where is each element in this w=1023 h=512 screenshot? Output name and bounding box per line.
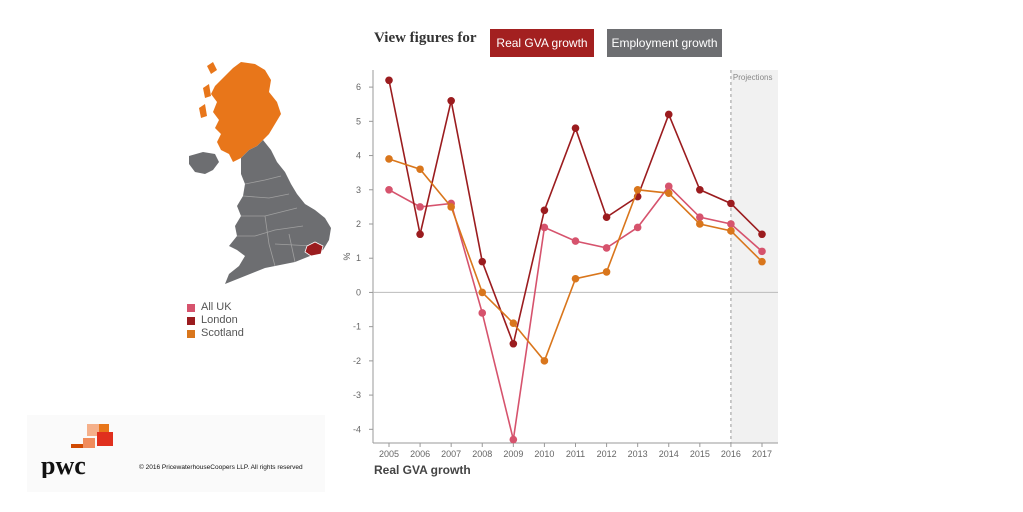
data-point-london (602, 213, 611, 221)
pwc-logo-text: pwc (41, 451, 86, 478)
projection-label: Projections (733, 73, 773, 82)
x-tick-label: 2008 (472, 449, 492, 459)
data-point-scotland (602, 268, 611, 276)
x-tick-label: 2010 (534, 449, 554, 459)
y-tick-label: 0 (356, 287, 361, 297)
data-point-london (447, 96, 455, 105)
map-region-northern-ireland[interactable] (189, 152, 219, 174)
map-region-england-wales[interactable] (225, 140, 331, 284)
pwc-logo: pwc (41, 424, 113, 478)
data-point-all-uk (571, 237, 580, 245)
map-region-borders (237, 175, 314, 267)
y-tick-label: 4 (356, 151, 361, 161)
chart-caption: Real GVA growth (374, 463, 471, 477)
data-point-scotland (509, 319, 518, 328)
y-tick-label: -2 (353, 356, 361, 366)
y-tick-label: 6 (356, 82, 361, 92)
y-tick-label: -1 (353, 322, 361, 332)
data-point-london (727, 199, 735, 208)
data-point-london (664, 110, 673, 119)
tab-employment-growth[interactable]: Employment growth (607, 29, 722, 57)
data-point-all-uk (509, 435, 518, 444)
x-tick-label: 2009 (503, 449, 523, 459)
data-point-all-uk (696, 213, 704, 221)
data-point-all-uk (633, 223, 642, 232)
map-island-3 (199, 104, 207, 118)
data-point-scotland (540, 357, 549, 365)
legend-swatch (187, 303, 195, 312)
footer-panel: pwc © 2016 PricewaterhouseCoopers LLP. A… (27, 415, 325, 492)
data-point-scotland (447, 203, 455, 211)
legend-item-london[interactable]: London (187, 314, 244, 327)
data-point-scotland (758, 257, 766, 266)
x-tick-label: 2007 (441, 449, 461, 459)
series-line-scotland (388, 158, 763, 363)
data-point-all-uk (664, 182, 673, 191)
legend-label: London (201, 314, 238, 326)
tab-real-gva-growth[interactable]: Real GVA growth (490, 29, 594, 57)
x-tick-label: 2012 (597, 449, 617, 459)
data-point-scotland (633, 185, 642, 194)
data-point-scotland (664, 189, 673, 197)
map-island-2 (203, 84, 211, 98)
map-island-1 (207, 62, 217, 74)
x-tick-label: 2016 (721, 449, 741, 459)
data-point-scotland (571, 274, 580, 283)
map-region-london[interactable] (304, 241, 324, 257)
legend-swatch (187, 316, 195, 325)
data-point-all-uk (385, 185, 393, 194)
data-point-all-uk (758, 247, 766, 256)
copyright-text: © 2016 PricewaterhouseCoopers LLP. All r… (139, 464, 303, 471)
view-figures-label: View figures for (374, 30, 477, 46)
data-point-scotland (478, 288, 487, 297)
data-point-all-uk (727, 220, 735, 228)
data-point-london (571, 124, 580, 132)
y-tick-label: -4 (353, 424, 361, 434)
data-point-scotland (385, 155, 393, 163)
data-point-london (478, 257, 487, 266)
y-tick-label: 5 (356, 116, 361, 126)
legend-swatch (187, 329, 195, 338)
x-tick-label: 2014 (659, 449, 679, 459)
gva-growth-chart: Projections -4 -3 -2 -1 0 1 2 3 4 5 6% 2005 2006 2007 2… (342, 70, 778, 459)
y-tick-label: 2 (356, 219, 361, 229)
data-point-london (758, 230, 766, 239)
data-point-scotland (727, 227, 735, 235)
data-point-london (696, 185, 704, 194)
data-point-scotland (416, 165, 424, 174)
x-tick-label: 2005 (379, 449, 399, 459)
data-point-london (385, 76, 393, 85)
y-tick-label: -3 (353, 390, 361, 400)
legend-label: Scotland (201, 327, 244, 339)
map-region-scotland[interactable] (211, 62, 281, 162)
uk-regions-map (189, 62, 331, 284)
y-tick-label: 3 (356, 185, 361, 195)
x-tick-label: 2011 (566, 449, 585, 459)
series-line-london (388, 80, 763, 347)
y-tick-label: 1 (356, 253, 361, 263)
projection-band (730, 70, 778, 443)
data-point-all-uk (478, 309, 487, 317)
data-point-london (509, 339, 518, 348)
x-tick-label: 2015 (690, 449, 710, 459)
data-point-all-uk (602, 244, 611, 252)
legend-label: All UK (201, 301, 232, 313)
x-tick-label: 2017 (752, 449, 772, 459)
y-axis-label: % (342, 252, 352, 260)
data-point-london (416, 230, 424, 239)
x-tick-label: 2006 (410, 449, 430, 459)
x-tick-label: 2013 (628, 449, 648, 459)
chart-legend: All UK London Scotland (187, 301, 244, 340)
data-point-scotland (696, 220, 704, 228)
data-point-all-uk (416, 203, 424, 211)
legend-item-all-uk[interactable]: All UK (187, 301, 244, 314)
series-line-all-uk (388, 185, 763, 440)
legend-item-scotland[interactable]: Scotland (187, 327, 244, 340)
data-point-london (540, 206, 549, 215)
data-point-all-uk (540, 223, 549, 232)
